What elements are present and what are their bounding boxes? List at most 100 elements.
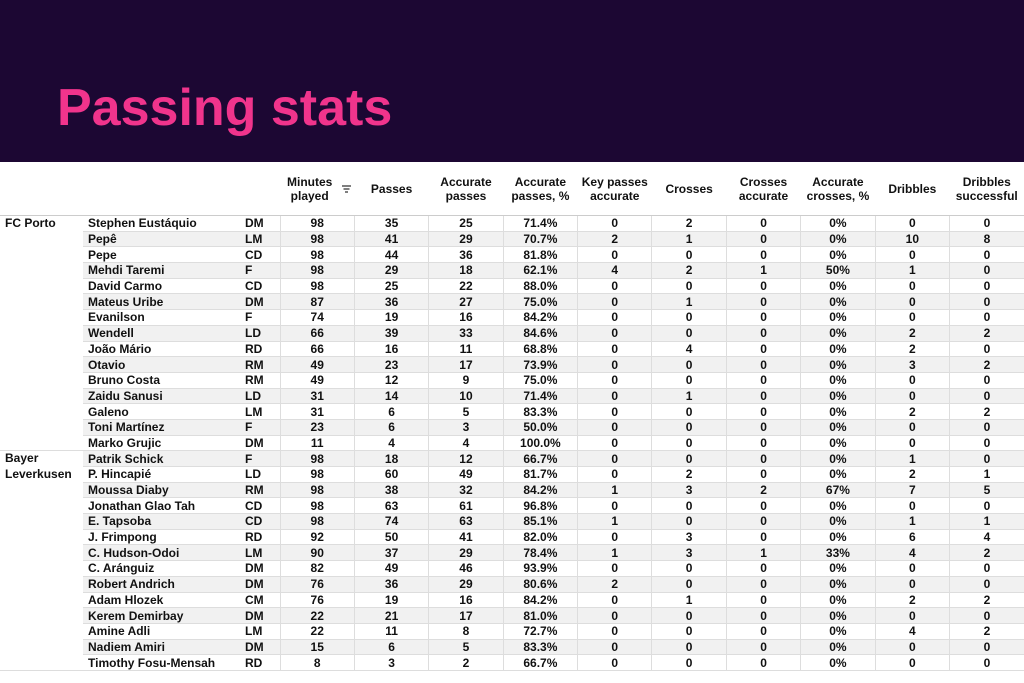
stat-cell: 4 (874, 544, 950, 562)
stat-cell: 0% (800, 388, 876, 405)
player-name: C. Hudson-Odoi (83, 544, 240, 562)
stat-cell: 98 (279, 262, 355, 279)
stat-cell: 0 (577, 560, 652, 577)
stat-cell: 0 (874, 639, 950, 656)
stat-cell: 37 (353, 544, 429, 562)
stat-cell: 0 (949, 607, 1024, 624)
stat-cell: 0% (800, 403, 876, 420)
stat-cell: 16 (353, 341, 429, 358)
stat-cell: 17 (428, 607, 504, 624)
stat-cell: 49 (279, 372, 355, 389)
stat-cell: 66 (279, 325, 355, 342)
stat-cell: 0% (800, 309, 876, 326)
stat-cell: 39 (353, 325, 429, 342)
column-header: Dribbles (875, 163, 950, 216)
stat-cell: 8 (949, 231, 1024, 248)
stat-cell: 0 (725, 450, 801, 467)
stat-cell: 1 (651, 592, 727, 609)
position: DM (240, 435, 280, 452)
player-name: Moussa Diaby (83, 482, 240, 499)
player-row: Pepe CD 98 44 36 81.8% 0 0 0 0% 0 0 (0, 246, 1024, 264)
stat-cell: 75.0% (502, 293, 578, 311)
stat-cell: 75.0% (502, 372, 578, 389)
player-row: E. Tapsoba CD 98 74 63 85.1% 1 0 0 0% 1 1 (0, 513, 1024, 530)
team-name: Bayer Leverkusen (0, 450, 83, 671)
stat-cell: 15 (279, 639, 355, 656)
stat-cell: 0 (577, 388, 652, 405)
stat-cell: 16 (428, 592, 504, 609)
player-row: Timothy Fosu-Mensah RD 8 3 2 66.7% 0 0 0 0% 0 0 (0, 654, 1024, 671)
position: LM (240, 231, 280, 248)
stat-cell: 33 (428, 325, 504, 342)
stat-cell: 10 (428, 388, 504, 405)
stat-cell: 2 (874, 341, 950, 358)
stat-cell: 6 (353, 403, 429, 420)
stat-cell: 84.2% (502, 592, 578, 609)
stat-cell: 0 (651, 576, 727, 593)
stat-cell: 0 (949, 341, 1024, 358)
position: RD (240, 654, 280, 671)
stat-cell: 0 (651, 623, 727, 640)
column-header[interactable]: Minutes played (280, 163, 355, 216)
player-row: Mateus Uribe DM 87 36 27 75.0% 0 1 0 0% 0 0 (0, 293, 1024, 311)
stat-cell: 0 (949, 278, 1024, 295)
stat-cell: 0 (651, 325, 727, 342)
player-row: FC Porto Stephen Eustáquio DM 98 35 25 71.4% 0 2… (0, 215, 1024, 452)
sort-icon[interactable] (341, 185, 351, 193)
stat-cell: 84.6% (502, 325, 578, 342)
stat-cell: 6 (874, 529, 950, 546)
stat-cell: 98 (279, 482, 355, 499)
stat-cell: 62.1% (502, 262, 578, 279)
stat-cell: 0 (725, 419, 801, 436)
position: RM (240, 482, 280, 499)
stat-cell: 2 (949, 325, 1024, 342)
stat-cell: 0 (577, 607, 652, 624)
stat-cell: 23 (353, 356, 429, 373)
stat-cell: 41 (353, 231, 429, 248)
stat-cell: 3 (874, 356, 950, 373)
position: CD (240, 513, 280, 530)
stat-cell: 0 (874, 497, 950, 515)
stat-cell: 78.4% (502, 544, 578, 562)
position: RM (240, 356, 280, 373)
stat-cell: 0% (800, 341, 876, 358)
stat-cell: 0% (800, 529, 876, 546)
stat-cell: 3 (353, 654, 429, 671)
stat-cell: 63 (353, 497, 429, 515)
player-name: Toni Martínez (83, 419, 240, 436)
stat-cell: 82 (279, 560, 355, 577)
player-row: João Mário RD 66 16 11 68.8% 0 4 0 0% 2 0 (0, 341, 1024, 358)
stat-cell: 1 (577, 513, 652, 530)
position: DM (240, 293, 280, 311)
stat-cell: 98 (279, 278, 355, 295)
player-name: Wendell (83, 325, 240, 342)
stat-cell: 0% (800, 639, 876, 656)
stat-cell: 0 (725, 497, 801, 515)
player-row: Evanilson F 74 19 16 84.2% 0 0 0 0% 0 0 (0, 309, 1024, 326)
stat-cell: 84.2% (502, 309, 578, 326)
stat-cell: 50.0% (502, 419, 578, 436)
player-row: Otavio RM 49 23 17 73.9% 0 0 0 0% 3 2 (0, 356, 1024, 373)
player-name: E. Tapsoba (83, 513, 240, 530)
stat-cell: 2 (577, 576, 652, 593)
stat-cell: 0 (949, 215, 1024, 232)
stat-cell: 0 (725, 576, 801, 593)
player-row: C. Hudson-Odoi LM 90 37 29 78.4% 1 3 1 33% 4 2 (0, 544, 1024, 562)
position: RD (240, 529, 280, 546)
stat-cell: 29 (428, 231, 504, 248)
stat-cell: 0% (800, 435, 876, 452)
stat-cell: 0% (800, 325, 876, 342)
stat-cell: 1 (651, 388, 727, 405)
stat-cell: 2 (949, 592, 1024, 609)
stat-cell: 66.7% (502, 654, 578, 671)
column-header: Crosses accurate (726, 163, 801, 216)
stat-cell: 0 (874, 654, 950, 671)
stat-cell: 98 (279, 246, 355, 264)
stat-cell: 0 (725, 293, 801, 311)
stat-cell: 50 (353, 529, 429, 546)
stat-cell: 67% (800, 482, 876, 499)
stat-cell: 71.4% (502, 388, 578, 405)
stat-cell: 0 (725, 325, 801, 342)
stat-cell: 0 (874, 388, 950, 405)
stat-cell: 38 (353, 482, 429, 499)
